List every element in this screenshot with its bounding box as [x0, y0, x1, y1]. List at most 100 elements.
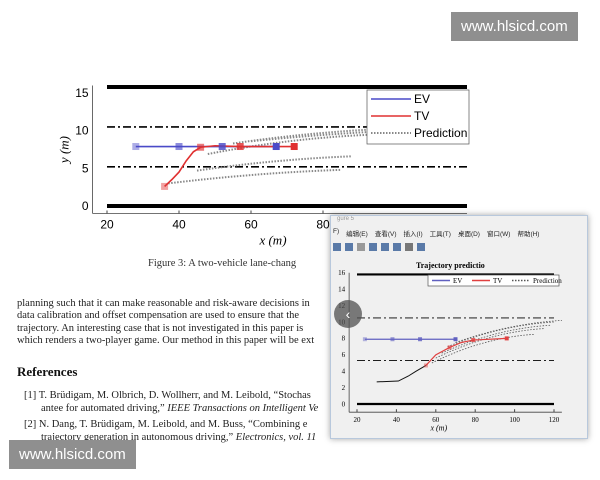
- menu-insert[interactable]: 插入(I): [403, 231, 423, 238]
- prediction-line: [435, 328, 545, 359]
- y-tick-label: 10: [75, 124, 89, 138]
- tv-line: [164, 144, 295, 188]
- y-tick-label: 2: [342, 384, 346, 392]
- x-tick-label: 60: [432, 416, 440, 424]
- ref-journal: IEEE Transactions on Intelligent Ve: [167, 402, 319, 414]
- save-icon[interactable]: [345, 243, 353, 251]
- x-axis-label: x (m): [429, 423, 447, 432]
- prediction-line: [431, 333, 535, 364]
- ev-marker: [175, 143, 183, 151]
- watermark: www.hlsicd.com: [451, 12, 578, 41]
- menu-view[interactable]: 查看(V): [374, 231, 397, 238]
- print-icon[interactable]: [357, 243, 365, 251]
- menu-desktop[interactable]: 桌面(D): [457, 231, 480, 238]
- ref-text: trajectory generation in autonomous driv…: [41, 431, 236, 443]
- y-tick-label: 4: [342, 368, 346, 376]
- x-tick-label: 20: [100, 218, 114, 232]
- body-paragraph: planning such that it can make reasonabl…: [17, 298, 314, 348]
- ev-marker: [272, 143, 280, 151]
- tv-marker: [471, 338, 476, 343]
- y-tick-label: 0: [342, 400, 346, 408]
- paragraph-line: data calibration and offset compensation…: [17, 310, 300, 322]
- prediction-line: [168, 168, 342, 185]
- tv-marker: [290, 143, 298, 151]
- menu-bar: F) 编辑(E) 查看(V) 插入(I) 工具(T) 桌面(D) 窗口(W) 帮…: [331, 228, 587, 240]
- y-tick-label: 16: [338, 269, 346, 277]
- tv-marker: [447, 345, 452, 350]
- ev-marker: [362, 337, 367, 342]
- tv-marker: [161, 182, 169, 190]
- ev-marker: [390, 337, 395, 342]
- prediction-line: [196, 155, 352, 172]
- menu-window[interactable]: 窗口(W): [486, 231, 511, 238]
- ev-marker: [132, 143, 140, 151]
- y-tick-label: 0: [82, 199, 89, 213]
- insert-icon[interactable]: [417, 243, 425, 251]
- prediction-line: [455, 319, 562, 343]
- x-tick-label: 20: [354, 416, 362, 424]
- menu-file[interactable]: F): [333, 228, 340, 235]
- y-tick-label: 14: [338, 286, 346, 294]
- legend-label-tv: TV: [493, 277, 502, 285]
- matlab-figure-window[interactable]: gure 5 F) 编辑(E) 查看(V) 插入(I) 工具(T) 桌面(D) …: [330, 215, 588, 439]
- ref-text: antee for automated driving,”: [41, 402, 168, 414]
- ev-marker: [218, 143, 226, 151]
- ref-text: N. Dang, T. Brüdigam, M. Leibold, and M.…: [38, 419, 308, 430]
- y-tick-label: 8: [342, 335, 346, 343]
- chevron-left-icon[interactable]: ‹: [334, 300, 362, 328]
- ref-number: [2]: [24, 419, 37, 430]
- zoom-icon[interactable]: [369, 243, 377, 251]
- tv-line: [425, 337, 507, 366]
- ref-text: T. Brüdigam, M. Olbrich, D. Wollherr, an…: [38, 390, 311, 401]
- panel-icon[interactable]: [393, 243, 401, 251]
- layout-icon[interactable]: [381, 243, 389, 251]
- prediction-line: [207, 133, 378, 156]
- paragraph-line: planning such that it can make reasonabl…: [17, 298, 310, 309]
- ref-number: [1]: [24, 390, 37, 401]
- ev-marker: [453, 337, 458, 342]
- x-tick-label: 40: [393, 416, 401, 424]
- figure-caption: Figure 3: A two-vehicle lane-chang: [148, 258, 297, 269]
- tv-marker: [423, 363, 428, 368]
- ev-marker: [418, 337, 423, 342]
- reference-2: [2] N. Dang, T. Brüdigam, M. Leibold, an…: [24, 419, 316, 444]
- pointer-icon[interactable]: [405, 243, 413, 251]
- y-tick-label: 6: [342, 351, 346, 359]
- prediction-line: [447, 321, 555, 347]
- y-axis-label: y (m): [57, 136, 72, 165]
- ref-journal: Electronics, vol. 11: [235, 431, 317, 443]
- tv-marker: [504, 336, 509, 341]
- trajectory-prediction-chart: Trajectory predictio 20 40 60 80 100 120 0 2 4 6 8 1…: [338, 261, 562, 432]
- prediction-line: [250, 128, 432, 143]
- x-tick-label: 80: [472, 416, 480, 424]
- references-heading: References: [17, 364, 78, 379]
- menu-help[interactable]: 帮助(H): [517, 231, 540, 238]
- legend-label-prediction: Prediction: [533, 277, 562, 285]
- legend-label-ev: EV: [414, 92, 430, 106]
- legend-label-ev: EV: [453, 277, 462, 285]
- x-tick-label: 40: [172, 218, 186, 232]
- chart-title: Trajectory predictio: [416, 261, 485, 270]
- y-tick-label: 15: [75, 86, 89, 100]
- reference-1: [1] T. Brüdigam, M. Olbrich, D. Wollherr…: [24, 390, 318, 415]
- y-tick-label: 5: [82, 161, 89, 175]
- tv-marker: [197, 143, 205, 151]
- x-tick-label: 100: [509, 416, 520, 424]
- x-tick-label: 80: [316, 218, 330, 232]
- toolbar: [331, 240, 587, 254]
- tv-history-line: [376, 365, 427, 383]
- x-tick-label: 60: [244, 218, 258, 232]
- paragraph-line: trajectory. An interesting case that is …: [17, 322, 304, 334]
- lane-change-chart: 20 40 60 80 0 5 10 15 x (m) y (m) EV TV Prediction: [57, 85, 470, 248]
- x-tick-label: 120: [549, 416, 560, 424]
- open-icon[interactable]: [333, 243, 341, 251]
- window-title: gure 5: [337, 216, 355, 222]
- menu-edit[interactable]: 编辑(E): [346, 231, 368, 238]
- paragraph-line: which renders a two-player game. Our met…: [17, 335, 315, 347]
- tv-marker: [236, 143, 244, 151]
- legend-label-prediction: Prediction: [414, 126, 467, 140]
- legend: [427, 274, 560, 287]
- legend-label-tv: TV: [414, 109, 429, 123]
- menu-tools[interactable]: 工具(T): [429, 231, 451, 238]
- watermark: www.hlsicd.com: [9, 440, 136, 469]
